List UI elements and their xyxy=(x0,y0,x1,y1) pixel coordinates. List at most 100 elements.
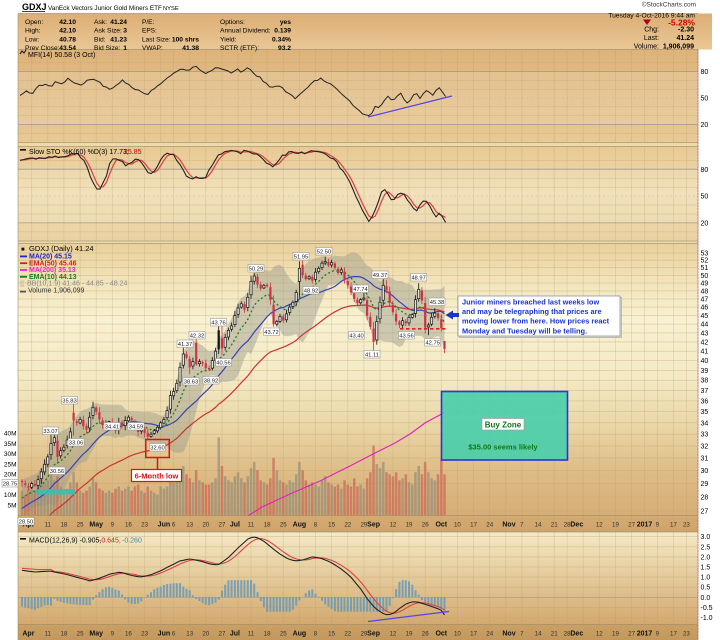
svg-text:49.37: 49.37 xyxy=(373,273,388,279)
svg-text:40: 40 xyxy=(701,358,709,365)
svg-text:10: 10 xyxy=(454,631,461,638)
svg-text:11: 11 xyxy=(248,631,255,638)
svg-text:8: 8 xyxy=(314,631,318,638)
svg-text:Jun: Jun xyxy=(158,631,170,638)
svg-text:28.75: 28.75 xyxy=(3,481,18,487)
svg-text:47: 47 xyxy=(701,296,709,303)
svg-text:28: 28 xyxy=(564,631,571,638)
svg-text:25: 25 xyxy=(77,631,84,638)
svg-text:47.74: 47.74 xyxy=(353,287,368,293)
svg-text:Jul: Jul xyxy=(230,631,240,638)
svg-text:20M: 20M xyxy=(4,472,17,479)
svg-text:31: 31 xyxy=(701,456,709,463)
svg-text:33.06: 33.06 xyxy=(69,440,84,446)
svg-text:1.0: 1.0 xyxy=(701,575,711,582)
svg-text:5M: 5M xyxy=(7,503,16,510)
svg-text:Buy Zone: Buy Zone xyxy=(485,421,522,430)
svg-text:12: 12 xyxy=(596,522,603,529)
svg-text:33: 33 xyxy=(701,432,709,439)
svg-text:Sep: Sep xyxy=(367,522,380,529)
svg-text:2.0: 2.0 xyxy=(701,554,711,561)
svg-text:48.92: 48.92 xyxy=(304,288,319,294)
svg-text:43: 43 xyxy=(701,330,709,337)
svg-text:$35.00 seems likely: $35.00 seems likely xyxy=(468,443,538,452)
svg-text:VanEck Vectors Junior Gold Min: VanEck Vectors Junior Gold Miners ETF xyxy=(48,5,162,12)
svg-text:MA(20) 45.15: MA(20) 45.15 xyxy=(29,254,72,261)
svg-text:45.38: 45.38 xyxy=(430,300,445,306)
svg-text:10M: 10M xyxy=(4,492,17,499)
svg-text:43.54: 43.54 xyxy=(59,45,76,52)
svg-text:Bid:: Bid: xyxy=(94,36,106,43)
svg-text:25: 25 xyxy=(280,631,287,638)
svg-text:VWAP:: VWAP: xyxy=(142,45,163,52)
svg-text:6: 6 xyxy=(172,522,176,529)
svg-text:42.75: 42.75 xyxy=(425,340,440,346)
svg-text:19: 19 xyxy=(612,631,619,638)
svg-text:10: 10 xyxy=(454,522,461,529)
svg-text:0.34%: 0.34% xyxy=(272,36,291,43)
svg-text:■: ■ xyxy=(21,247,25,253)
svg-text:6: 6 xyxy=(172,631,176,638)
svg-text:48.97: 48.97 xyxy=(411,275,426,281)
svg-text:Bid Size:: Bid Size: xyxy=(94,45,121,52)
svg-text:50: 50 xyxy=(701,96,709,103)
svg-text:Yield:: Yield: xyxy=(220,36,237,43)
svg-text:41: 41 xyxy=(701,349,709,356)
svg-text:20: 20 xyxy=(202,522,209,529)
svg-text:42.10: 42.10 xyxy=(59,28,76,35)
svg-text:42.10: 42.10 xyxy=(59,19,76,26)
svg-text:Aug: Aug xyxy=(293,522,307,529)
svg-text:43.40: 43.40 xyxy=(349,333,364,339)
svg-text:80: 80 xyxy=(701,69,709,76)
svg-text:29: 29 xyxy=(360,631,367,638)
svg-text:41.38: 41.38 xyxy=(182,45,199,52)
svg-text:MFI(14) 50.58 (3 Oct): MFI(14) 50.58 (3 Oct) xyxy=(28,52,95,59)
svg-text:0.0: 0.0 xyxy=(701,595,711,602)
svg-text:50.29: 50.29 xyxy=(249,266,264,272)
svg-text:41.23: 41.23 xyxy=(110,36,127,43)
svg-text:11: 11 xyxy=(45,631,52,638)
svg-text:33.07: 33.07 xyxy=(43,429,58,435)
svg-text:46: 46 xyxy=(701,305,709,312)
svg-text:Oct: Oct xyxy=(435,522,447,529)
svg-text:SCTR (ETF):: SCTR (ETF): xyxy=(220,45,259,52)
svg-text:15: 15 xyxy=(328,522,335,529)
svg-text:-2.30: -2.30 xyxy=(678,27,694,34)
svg-text:Prev Close:: Prev Close: xyxy=(25,45,60,52)
svg-text:38.63: 38.63 xyxy=(184,379,199,385)
svg-text:30.56: 30.56 xyxy=(50,469,65,475)
svg-text:23: 23 xyxy=(141,631,148,638)
svg-text:44: 44 xyxy=(701,322,709,329)
svg-text:-1.0: -1.0 xyxy=(701,615,713,622)
svg-text:0.5: 0.5 xyxy=(701,585,711,592)
svg-text:7: 7 xyxy=(520,522,524,529)
svg-text:12: 12 xyxy=(389,522,396,529)
svg-text:20: 20 xyxy=(202,631,209,638)
svg-text:-0.5: -0.5 xyxy=(701,605,713,612)
svg-text:41.24: 41.24 xyxy=(676,35,694,42)
svg-text:100 shrs: 100 shrs xyxy=(172,36,199,43)
svg-text:41.37: 41.37 xyxy=(178,342,193,348)
svg-text:53: 53 xyxy=(701,251,709,258)
svg-text:and may be telegraphing that p: and may be telegraphing that prices are xyxy=(462,307,602,316)
svg-text:23: 23 xyxy=(141,522,148,529)
svg-text:42: 42 xyxy=(701,339,709,346)
svg-text:-0.260: -0.260 xyxy=(122,538,142,545)
svg-text:93.2: 93.2 xyxy=(278,45,291,52)
svg-text:29: 29 xyxy=(701,481,709,488)
svg-text:40.78: 40.78 xyxy=(59,36,76,43)
svg-text:Chg:: Chg: xyxy=(644,27,659,34)
svg-text:38.92: 38.92 xyxy=(204,378,219,384)
svg-text:19: 19 xyxy=(406,631,413,638)
svg-text:27: 27 xyxy=(628,631,635,638)
svg-text:52.50: 52.50 xyxy=(317,249,332,255)
svg-text:19: 19 xyxy=(612,522,619,529)
svg-text:18: 18 xyxy=(264,631,271,638)
svg-text:-5.28%: -5.28% xyxy=(668,18,695,28)
svg-text:34: 34 xyxy=(701,420,709,427)
svg-text:May: May xyxy=(89,522,103,529)
svg-text:moving lower from here. How pr: moving lower from here. How prices react xyxy=(462,317,610,326)
svg-text:38: 38 xyxy=(701,378,709,385)
svg-text:0.139: 0.139 xyxy=(274,28,291,35)
svg-text:Jul: Jul xyxy=(230,522,240,529)
